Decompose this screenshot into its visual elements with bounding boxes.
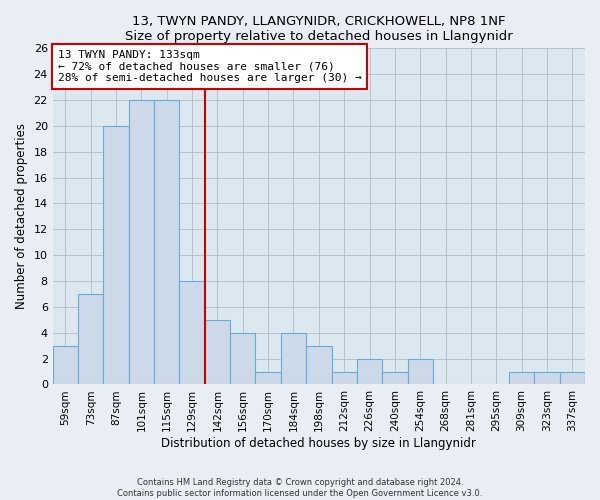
- Bar: [357, 358, 382, 384]
- Y-axis label: Number of detached properties: Number of detached properties: [15, 124, 28, 310]
- Bar: [256, 372, 281, 384]
- Bar: [129, 100, 154, 384]
- Bar: [560, 372, 585, 384]
- Bar: [179, 281, 205, 384]
- Bar: [382, 372, 407, 384]
- Bar: [281, 332, 306, 384]
- Bar: [407, 358, 433, 384]
- Bar: [230, 332, 256, 384]
- Text: Contains HM Land Registry data © Crown copyright and database right 2024.
Contai: Contains HM Land Registry data © Crown c…: [118, 478, 482, 498]
- Bar: [103, 126, 129, 384]
- Text: 13 TWYN PANDY: 133sqm
← 72% of detached houses are smaller (76)
28% of semi-deta: 13 TWYN PANDY: 133sqm ← 72% of detached …: [58, 50, 362, 83]
- Bar: [306, 346, 332, 385]
- Bar: [332, 372, 357, 384]
- Bar: [205, 320, 230, 384]
- Title: 13, TWYN PANDY, LLANGYNIDR, CRICKHOWELL, NP8 1NF
Size of property relative to de: 13, TWYN PANDY, LLANGYNIDR, CRICKHOWELL,…: [125, 15, 513, 43]
- X-axis label: Distribution of detached houses by size in Llangynidr: Distribution of detached houses by size …: [161, 437, 476, 450]
- Bar: [535, 372, 560, 384]
- Bar: [509, 372, 535, 384]
- Bar: [154, 100, 179, 384]
- Bar: [78, 294, 103, 384]
- Bar: [53, 346, 78, 385]
